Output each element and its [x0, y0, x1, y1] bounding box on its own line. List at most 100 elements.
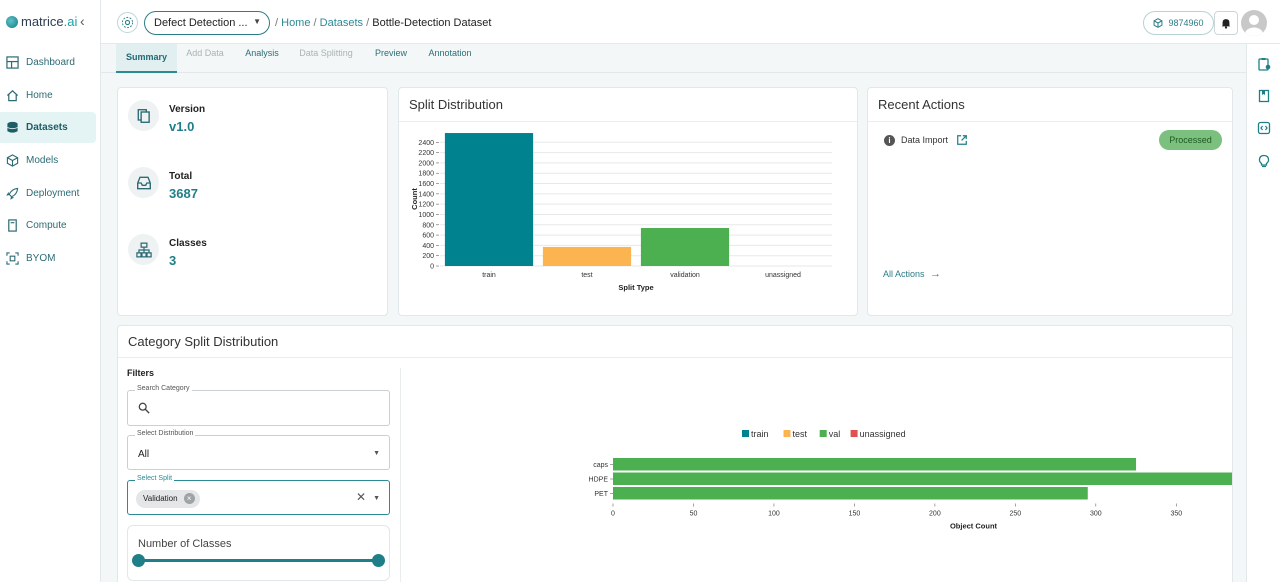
- tab-summary[interactable]: Summary: [116, 44, 177, 73]
- select-distribution-label: Select Distribution: [135, 430, 196, 437]
- collapse-sidebar-icon[interactable]: ‹: [80, 13, 85, 29]
- y-tick-label: 1200: [418, 202, 434, 209]
- sidebar-item-label: Compute: [26, 220, 67, 232]
- sidebar-item-label: BYOM: [26, 253, 56, 265]
- dashboard-icon: [6, 56, 19, 69]
- stat-classes: Classes 3: [128, 234, 207, 268]
- stat-classes-label: Classes: [169, 238, 207, 249]
- code-icon[interactable]: [1257, 121, 1271, 135]
- sidebar-item-label: Models: [26, 155, 59, 167]
- sidebar-item-models[interactable]: Models: [0, 145, 96, 176]
- tab-analysis[interactable]: Analysis: [245, 48, 279, 58]
- slider-thumb-max[interactable]: [372, 554, 385, 567]
- breadcrumb-home[interactable]: Home: [281, 17, 311, 29]
- sidebar-item-deployment[interactable]: Deployment: [0, 178, 96, 209]
- category-split-title: Category Split Distribution: [118, 326, 1232, 358]
- x-axis-label: Split Type: [618, 283, 653, 292]
- status-badge: Processed: [1159, 130, 1222, 150]
- y-tick-label: 200: [422, 253, 434, 260]
- sidebar: matrice.ai ‹ Dashboard Home Datasets Mod…: [0, 0, 101, 582]
- clear-icon[interactable]: ✕: [355, 490, 366, 504]
- brand-name: matrice: [21, 14, 64, 29]
- project-select[interactable]: Defect Detection ... ▼: [144, 11, 270, 35]
- select-distribution[interactable]: Select Distribution All ▼: [127, 430, 390, 470]
- breadcrumb-current: Bottle-Detection Dataset: [372, 17, 492, 29]
- lightbulb-icon[interactable]: [1257, 154, 1271, 168]
- number-of-classes-filter: Number of Classes: [127, 525, 390, 581]
- filters-title: Filters: [127, 368, 155, 378]
- database-icon: [7, 122, 18, 133]
- layers-icon: [137, 108, 150, 123]
- open-external-icon[interactable]: [956, 134, 968, 146]
- right-toolbar: [1246, 44, 1280, 582]
- bar-validation: [640, 228, 730, 266]
- sidebar-item-compute[interactable]: Compute: [0, 210, 96, 241]
- all-actions-link[interactable]: All Actions →: [883, 268, 941, 280]
- sidebar-item-label: Dashboard: [26, 57, 75, 68]
- book-icon[interactable]: [1257, 89, 1271, 103]
- clipboard-settings-icon[interactable]: [1257, 57, 1271, 71]
- hierarchy-icon: [135, 242, 152, 257]
- byom-icon: [6, 252, 19, 265]
- stat-total-value: 3687: [169, 186, 198, 201]
- notifications-button[interactable]: [1214, 11, 1238, 35]
- y-axis-label: Count: [410, 188, 419, 210]
- sidebar-item-home[interactable]: Home: [0, 80, 96, 111]
- search-category-label: Search Category: [135, 385, 192, 392]
- tab-preview[interactable]: Preview: [374, 48, 407, 58]
- slider-track[interactable]: [142, 559, 379, 562]
- stat-version-value: v1.0: [169, 119, 195, 134]
- chip-remove-icon[interactable]: ×: [183, 493, 195, 504]
- bell-icon: [1221, 19, 1231, 29]
- sidebar-nav: Dashboard Home Datasets Models Deploymen…: [0, 47, 96, 276]
- x-tick-label: 350: [1170, 511, 1182, 518]
- y-tick-label: PET: [594, 491, 608, 498]
- search-icon: [138, 402, 150, 414]
- cube-icon: [1154, 18, 1163, 28]
- legend-swatch-unassigned: [850, 430, 858, 437]
- project-icon[interactable]: [117, 12, 138, 33]
- user-icon: [1245, 15, 1263, 36]
- split-distribution-card: Split Distribution 0 200 400 600 800 1000 1200…: [398, 87, 858, 316]
- tab-annotation[interactable]: Annotation: [428, 48, 472, 58]
- y-tick-label: 400: [422, 243, 434, 250]
- sidebar-item-datasets[interactable]: Datasets: [0, 112, 96, 144]
- split-chip[interactable]: Validation ×: [136, 490, 200, 508]
- breadcrumb-datasets[interactable]: Datasets: [319, 17, 364, 29]
- cube-icon: [6, 154, 19, 167]
- action-item: i Data Import: [884, 134, 968, 146]
- brand-logo[interactable]: matrice.ai: [6, 14, 77, 29]
- legend-label-unassigned: unassigned: [860, 429, 906, 439]
- y-tick-label: 2400: [418, 140, 434, 147]
- category-split-card: Category Split Distribution Filters Sear…: [117, 325, 1233, 582]
- chevron-down-icon[interactable]: ▼: [373, 495, 380, 502]
- slider-thumb-min[interactable]: [132, 554, 145, 567]
- dataset-stats-card: Version v1.0 Total 3687 Classes 3: [117, 87, 388, 316]
- credits-badge[interactable]: 9874960: [1143, 11, 1214, 35]
- all-actions-label: All Actions: [883, 269, 925, 279]
- sidebar-item-label: Deployment: [26, 187, 80, 199]
- home-icon: [6, 89, 19, 101]
- y-tick-label: 800: [422, 222, 434, 229]
- x-tick-label: 100: [768, 511, 780, 518]
- split-distribution-chart: 0 200 400 600 800 1000 1200 1400 1600 1800 2000 220…: [410, 133, 832, 292]
- y-tick-label: caps: [593, 462, 608, 469]
- y-tick-label: 0: [430, 264, 434, 271]
- stat-classes-value: 3: [169, 253, 177, 268]
- tab-data-splitting: Data Splitting: [299, 48, 353, 58]
- avatar[interactable]: [1241, 10, 1267, 36]
- project-select-value: Defect Detection ...: [154, 17, 248, 29]
- sidebar-item-byom[interactable]: BYOM: [0, 243, 96, 274]
- bar-caps-val: [613, 458, 1137, 471]
- sidebar-item-dashboard[interactable]: Dashboard: [0, 47, 96, 78]
- x-tick-label: 200: [929, 511, 941, 518]
- tab-add-data: Add Data: [186, 48, 224, 58]
- legend-label-test: test: [793, 429, 808, 439]
- y-tick-label: 600: [422, 233, 434, 240]
- x-axis-label: Object Count: [950, 522, 998, 531]
- logo-icon: [6, 15, 18, 28]
- search-category-field[interactable]: Search Category: [127, 385, 390, 426]
- credits-value: 9874960: [1168, 18, 1204, 28]
- select-split[interactable]: Select Split Validation × ✕ ▼: [127, 475, 390, 515]
- x-tick-label: 0: [611, 511, 615, 518]
